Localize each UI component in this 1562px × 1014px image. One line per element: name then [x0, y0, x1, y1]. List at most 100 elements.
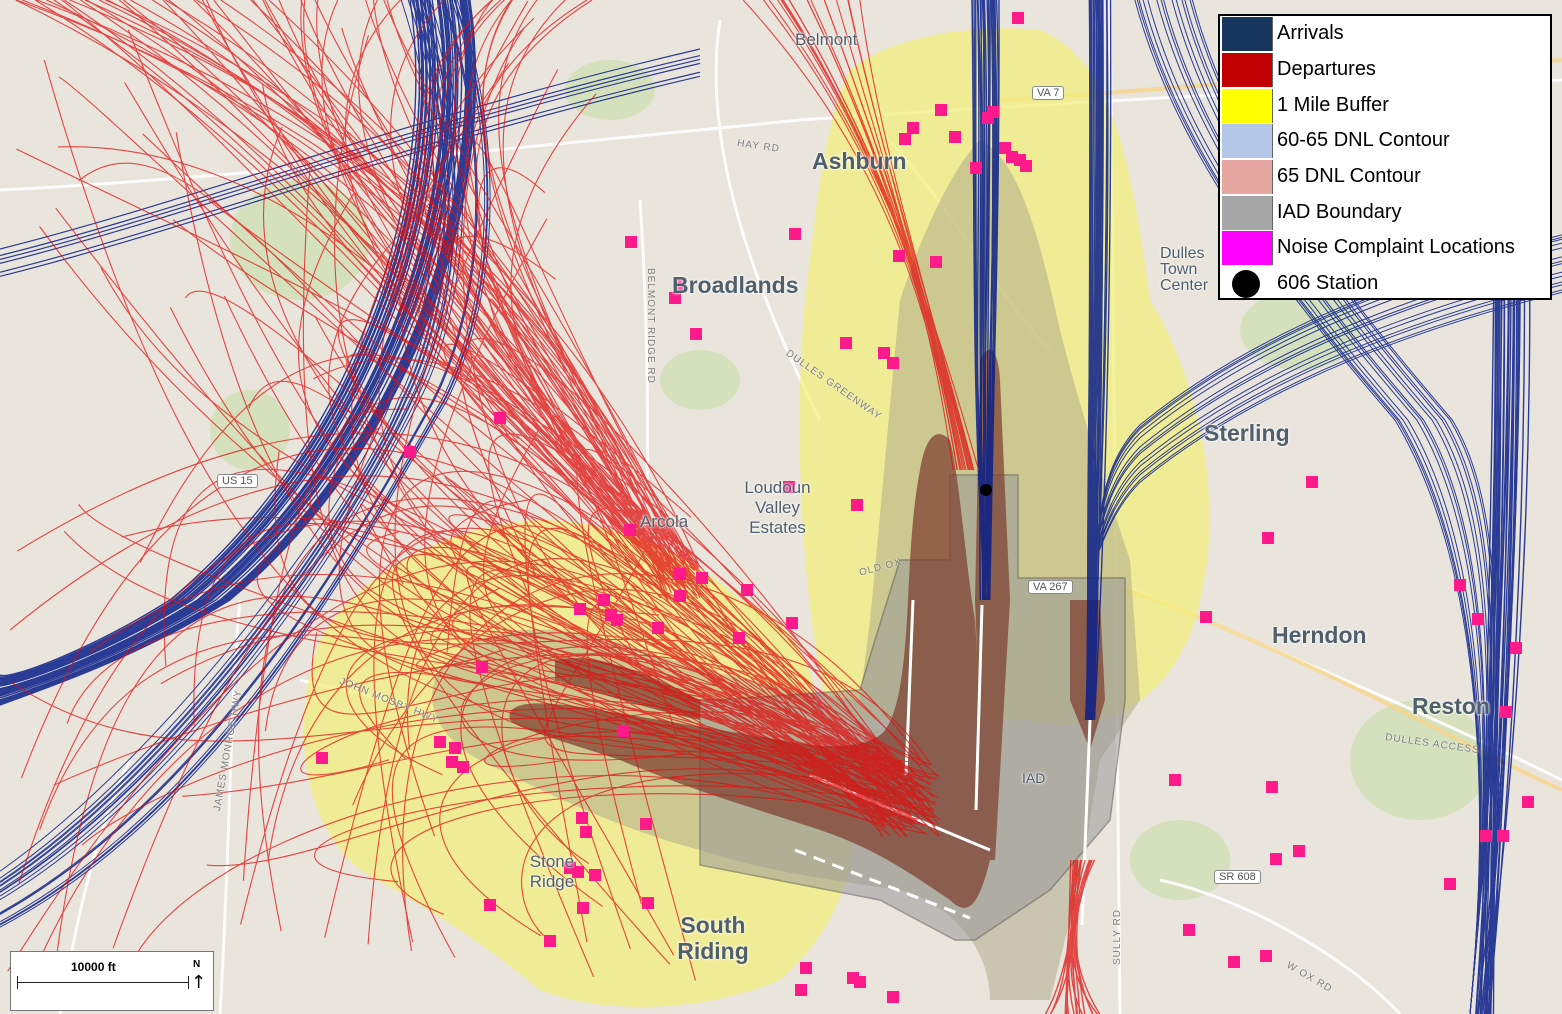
- noise-complaint-marker[interactable]: [640, 818, 652, 830]
- noise-complaint-marker[interactable]: [887, 357, 899, 369]
- noise-complaint-marker[interactable]: [970, 162, 982, 174]
- arrival-track: [0, 0, 456, 893]
- noise-complaint-marker[interactable]: [494, 412, 506, 424]
- noise-complaint-marker[interactable]: [598, 594, 610, 606]
- noise-complaint-marker[interactable]: [1200, 611, 1212, 623]
- arrival-track: [0, 0, 488, 925]
- noise-complaint-marker[interactable]: [434, 736, 446, 748]
- noise-complaint-marker[interactable]: [949, 131, 961, 143]
- noise-complaint-marker[interactable]: [611, 614, 623, 626]
- noise-complaint-marker[interactable]: [457, 761, 469, 773]
- noise-complaint-marker[interactable]: [446, 756, 458, 768]
- noise-complaint-marker[interactable]: [696, 572, 708, 584]
- noise-complaint-marker[interactable]: [316, 752, 328, 764]
- departure-track: [53, 653, 935, 813]
- noise-complaint-marker[interactable]: [786, 617, 798, 629]
- departure-track: [859, 0, 974, 471]
- departure-track: [248, 380, 889, 767]
- noise-complaint-marker[interactable]: [617, 725, 629, 737]
- noise-complaint-marker[interactable]: [576, 812, 588, 824]
- place-loudoun-valley-estates: Loudoun Valley Estates: [744, 478, 811, 537]
- arrival-track: [1134, 0, 1480, 1014]
- noise-complaint-marker[interactable]: [982, 112, 994, 124]
- noise-complaint-marker[interactable]: [851, 499, 863, 511]
- departure-track: [53, 0, 670, 577]
- place-dulles-town-center: Dulles Town Center: [1160, 245, 1209, 294]
- noise-complaint-marker[interactable]: [1012, 12, 1024, 24]
- departure-track: [314, 0, 678, 574]
- noise-complaint-marker[interactable]: [1260, 950, 1272, 962]
- noise-complaint-marker[interactable]: [1169, 774, 1181, 786]
- noise-complaint-marker[interactable]: [1020, 160, 1032, 172]
- noise-complaint-marker[interactable]: [674, 279, 686, 291]
- noise-complaint-marker[interactable]: [625, 236, 637, 248]
- noise-complaint-marker[interactable]: [899, 133, 911, 145]
- arrival-track: [0, 0, 445, 882]
- noise-complaint-marker[interactable]: [1262, 532, 1274, 544]
- noise-complaint-marker[interactable]: [893, 250, 905, 262]
- noise-complaint-marker[interactable]: [1293, 845, 1305, 857]
- noise-complaint-marker[interactable]: [652, 622, 664, 634]
- arrival-track: [1091, 0, 1099, 721]
- noise-complaint-marker[interactable]: [577, 902, 589, 914]
- noise-complaint-marker[interactable]: [1306, 476, 1318, 488]
- noise-complaint-marker[interactable]: [783, 481, 795, 493]
- noise-complaint-marker[interactable]: [624, 524, 636, 536]
- noise-complaint-marker[interactable]: [1183, 924, 1195, 936]
- noise-complaint-marker[interactable]: [690, 328, 702, 340]
- noise-complaint-marker[interactable]: [795, 984, 807, 996]
- departure-track: [415, 632, 927, 816]
- noise-complaint-marker[interactable]: [484, 899, 496, 911]
- noise-complaint-marker[interactable]: [789, 228, 801, 240]
- noise-complaint-marker[interactable]: [1522, 796, 1534, 808]
- noise-complaint-marker[interactable]: [907, 122, 919, 134]
- noise-complaint-marker[interactable]: [449, 742, 461, 754]
- legend-item-departures: Departures: [1220, 52, 1550, 88]
- noise-complaint-marker[interactable]: [1510, 642, 1522, 654]
- noise-complaint-marker[interactable]: [887, 991, 899, 1003]
- noise-complaint-marker[interactable]: [674, 590, 686, 602]
- departure-track: [390, 0, 683, 571]
- noise-complaint-marker[interactable]: [930, 256, 942, 268]
- noise-complaint-marker[interactable]: [935, 104, 947, 116]
- arrival-track: [1094, 281, 1562, 561]
- noise-complaint-marker[interactable]: [854, 976, 866, 988]
- noise-complaint-marker[interactable]: [1500, 706, 1512, 718]
- noise-complaint-marker[interactable]: [1497, 830, 1509, 842]
- arrival-track: [982, 0, 988, 601]
- noise-complaint-marker[interactable]: [1228, 956, 1240, 968]
- noise-complaint-marker[interactable]: [1444, 878, 1456, 890]
- noise-complaint-marker[interactable]: [800, 962, 812, 974]
- noise-complaint-marker[interactable]: [580, 826, 592, 838]
- legend-swatch: [1222, 53, 1273, 87]
- noise-complaint-marker[interactable]: [574, 603, 586, 615]
- noise-complaint-marker[interactable]: [572, 866, 584, 878]
- departure-track: [462, 27, 905, 773]
- noise-complaint-marker[interactable]: [840, 337, 852, 349]
- legend-swatch: [1222, 17, 1273, 51]
- noise-complaint-marker[interactable]: [1480, 830, 1492, 842]
- noise-complaint-marker[interactable]: [642, 897, 654, 909]
- station-606-marker[interactable]: [980, 484, 992, 496]
- noise-complaint-marker[interactable]: [674, 568, 686, 580]
- arrival-track: [0, 0, 464, 901]
- noise-complaint-marker[interactable]: [1454, 579, 1466, 591]
- noise-complaint-marker[interactable]: [878, 347, 890, 359]
- departure-track: [1071, 859, 1082, 1014]
- noise-complaint-marker[interactable]: [1270, 853, 1282, 865]
- departure-track: [267, 604, 901, 863]
- noise-complaint-marker[interactable]: [733, 632, 745, 644]
- noise-complaint-marker[interactable]: [589, 869, 601, 881]
- noise-complaint-marker[interactable]: [1266, 781, 1278, 793]
- arrival-track: [1136, 0, 1481, 1014]
- noise-complaint-marker[interactable]: [476, 661, 488, 673]
- noise-complaint-marker[interactable]: [1472, 613, 1484, 625]
- arrival-track: [0, 0, 450, 887]
- departure-track: [213, 0, 699, 569]
- noise-complaint-marker[interactable]: [669, 292, 681, 304]
- noise-complaint-marker[interactable]: [404, 446, 416, 458]
- arrival-track: [971, 0, 987, 601]
- noise-complaint-marker[interactable]: [741, 584, 753, 596]
- noise-complaint-marker[interactable]: [544, 935, 556, 947]
